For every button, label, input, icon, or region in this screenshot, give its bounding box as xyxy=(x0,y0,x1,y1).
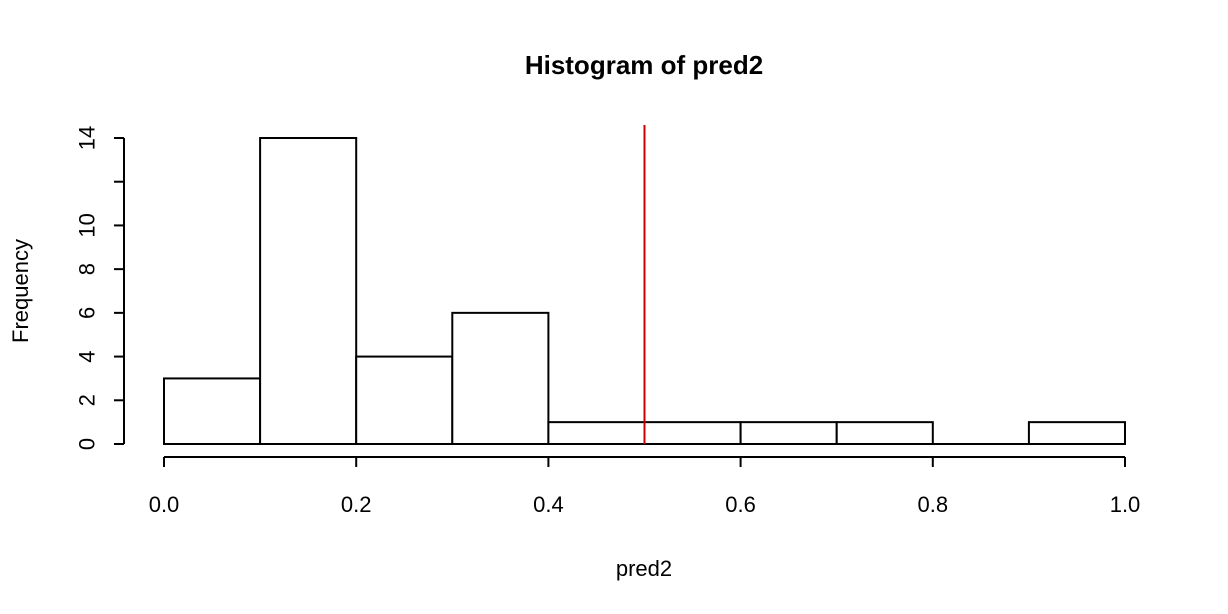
histogram-bar-2 xyxy=(355,355,454,446)
histogram-bar-6 xyxy=(739,421,838,445)
y-tick-label-4: 8 xyxy=(75,263,100,275)
x-tick-label-4: 0.8 xyxy=(918,492,949,517)
histogram-bar-1 xyxy=(259,137,358,445)
histogram-bar-7 xyxy=(835,421,934,445)
x-tick-label-3: 0.6 xyxy=(725,492,756,517)
histogram-bar-9 xyxy=(1027,421,1127,445)
x-tick-label-5: 1.0 xyxy=(1110,492,1141,517)
histogram-bar-4 xyxy=(547,421,646,445)
histogram-bar-0 xyxy=(163,377,262,445)
x-tick-label-0: 0.0 xyxy=(149,492,180,517)
y-tick-label-1: 2 xyxy=(75,394,100,406)
y-tick-label-3: 6 xyxy=(75,307,100,319)
y-axis-label: Frequency xyxy=(8,239,33,343)
y-tick-label-0: 0 xyxy=(75,438,100,450)
histogram-bar-3 xyxy=(451,311,550,445)
y-axis: 0 2 4 6 8 10 14 xyxy=(75,126,125,450)
histogram-bar-5 xyxy=(643,421,742,445)
bars-group xyxy=(163,137,1127,446)
chart-title: Histogram of pred2 xyxy=(525,50,763,80)
x-tick-label-1: 0.2 xyxy=(341,492,372,517)
x-axis-label: pred2 xyxy=(616,556,672,581)
y-tick-label-7: 14 xyxy=(75,126,100,150)
x-tick-label-2: 0.4 xyxy=(533,492,564,517)
y-tick-label-5: 10 xyxy=(75,213,100,237)
y-tick-label-2: 4 xyxy=(75,350,100,362)
x-axis: 0.0 0.2 0.4 0.6 0.8 1.0 xyxy=(149,456,1141,517)
